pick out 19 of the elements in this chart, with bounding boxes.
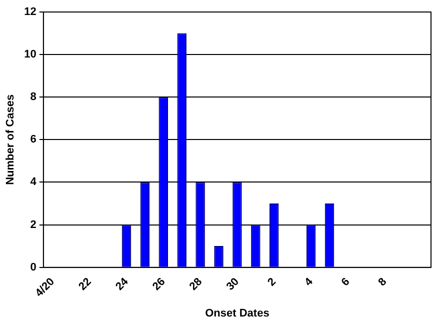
x-tick-label: 4/20: [33, 276, 57, 300]
x-tick-label: 8: [376, 276, 390, 289]
y-tick-label: 10: [24, 48, 36, 61]
y-tick-label: 0: [30, 261, 36, 274]
x-axis-title: Onset Dates: [205, 307, 270, 320]
x-tick-label: 2: [266, 276, 278, 289]
x-tick-label: 22: [76, 276, 94, 293]
y-axis-title: Number of Cases: [4, 94, 17, 185]
x-tick-label: 28: [187, 276, 205, 293]
y-tick-label: 12: [24, 6, 36, 18]
y-tick-label: 2: [30, 218, 36, 231]
x-tick-label: 24: [114, 275, 132, 293]
y-tick-label: 6: [30, 134, 36, 146]
x-tick-label: 4: [302, 275, 316, 289]
y-tick-label: 8: [30, 91, 36, 104]
x-tick-label: 6: [339, 276, 352, 289]
y-tick-label: 4: [30, 176, 38, 188]
x-tick-label: 30: [224, 276, 242, 293]
x-tick-label: 26: [150, 276, 168, 293]
